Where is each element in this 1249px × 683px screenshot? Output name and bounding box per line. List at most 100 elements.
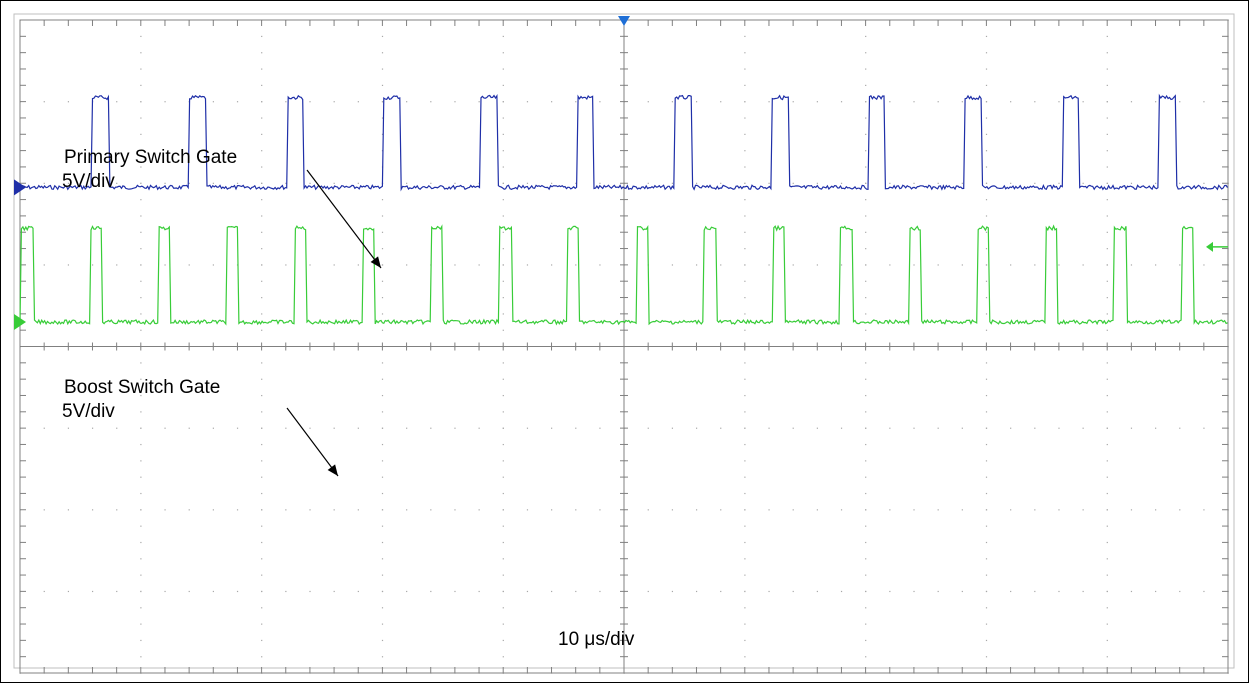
grid-dot xyxy=(720,101,722,103)
channel-marker-boost-switch-gate xyxy=(14,314,26,331)
grid-dot xyxy=(140,394,142,397)
grid-dot xyxy=(1106,541,1108,544)
grid-dot xyxy=(381,411,384,413)
grid-dot xyxy=(1106,525,1108,527)
grid-dot xyxy=(985,280,988,282)
grid-dot xyxy=(164,101,166,103)
grid-dot xyxy=(1179,427,1181,429)
grid-dot xyxy=(116,509,118,511)
grid-dot xyxy=(236,101,239,103)
grid-dot xyxy=(502,248,504,250)
grid-dot xyxy=(502,84,504,86)
grid-dot xyxy=(502,460,504,462)
grid-dot xyxy=(744,199,746,201)
grid-dot xyxy=(1058,182,1060,184)
grid-dot xyxy=(671,427,674,429)
grid-dot xyxy=(865,199,867,201)
grid-dot xyxy=(1106,68,1108,70)
grid-dot xyxy=(502,133,504,135)
grid-dot xyxy=(381,492,384,495)
grid-dot xyxy=(212,509,214,511)
grid-dot xyxy=(381,329,384,331)
grid-dot xyxy=(840,509,843,511)
grid-dot xyxy=(454,101,456,103)
grid-dot xyxy=(285,182,287,184)
grid-dot xyxy=(357,264,359,266)
grid-dot xyxy=(744,607,746,609)
grid-dot xyxy=(1106,362,1108,364)
grid-dot xyxy=(937,509,939,511)
grid-dot xyxy=(502,590,504,593)
grid-dot xyxy=(1130,590,1133,593)
grid-dot xyxy=(1106,133,1108,135)
grid-dot xyxy=(720,264,722,266)
grid-dot xyxy=(671,509,674,511)
grid-dot xyxy=(261,329,263,331)
trigger-level-arrow xyxy=(1206,241,1213,252)
grid-dot xyxy=(1034,590,1036,593)
grid-dot xyxy=(188,590,190,593)
grid-dot xyxy=(140,264,142,266)
grid-dot xyxy=(1106,639,1108,642)
grid-dot xyxy=(1106,248,1108,250)
grid-dot xyxy=(744,182,746,184)
grid-dot xyxy=(865,411,867,413)
grid-dot xyxy=(744,427,746,429)
grid-dot xyxy=(744,590,746,593)
grid-dot xyxy=(1106,607,1108,609)
grid-dot xyxy=(140,656,142,658)
grid-dot xyxy=(454,590,456,593)
grid-dot xyxy=(744,656,746,658)
grid-dot xyxy=(1203,101,1205,103)
grid-dot xyxy=(768,101,770,103)
grid-dot xyxy=(865,574,867,576)
grid-dot xyxy=(671,182,674,184)
grid-dot xyxy=(744,411,746,413)
grid-dot xyxy=(140,68,142,70)
grid-dot xyxy=(140,166,142,168)
grid-dot xyxy=(116,182,118,184)
grid-dot xyxy=(140,460,142,462)
grid-dot xyxy=(406,101,408,103)
grid-dot xyxy=(889,427,891,429)
grid-dot xyxy=(188,182,190,184)
grid-dot xyxy=(792,509,794,511)
grid-dot xyxy=(285,101,287,103)
grid-dot xyxy=(67,427,70,429)
grid-dot xyxy=(526,182,529,184)
grid-dot xyxy=(551,101,553,103)
grid-dot xyxy=(744,313,746,315)
grid-dot xyxy=(502,639,504,642)
grid-dot xyxy=(1082,182,1084,184)
grid-dot xyxy=(744,541,746,544)
grid-dot xyxy=(865,492,867,495)
grid-dot xyxy=(357,101,359,103)
grid-dot xyxy=(599,590,601,593)
grid-dot xyxy=(261,84,263,86)
grid-dot xyxy=(599,182,601,184)
grid-dot xyxy=(261,443,263,446)
grid-dot xyxy=(792,590,794,593)
grid-dot xyxy=(961,182,963,184)
grid-dot xyxy=(1106,313,1108,315)
grid-dot xyxy=(792,182,794,184)
grid-dot xyxy=(212,590,214,593)
grid-dot xyxy=(1203,182,1205,184)
grid-dot xyxy=(188,264,190,266)
grid-dot xyxy=(1130,427,1133,429)
grid-dot xyxy=(67,590,70,593)
grid-dot xyxy=(1034,427,1036,429)
grid-dot xyxy=(1106,460,1108,462)
grid-dot xyxy=(985,427,988,429)
grid-dot xyxy=(381,297,384,299)
grid-dot xyxy=(381,101,384,103)
grid-dot xyxy=(261,623,263,625)
primary-arrow-head xyxy=(370,256,381,268)
grid-dot xyxy=(985,378,988,380)
grid-dot xyxy=(599,101,601,103)
grid-dot xyxy=(309,509,311,511)
grid-dot xyxy=(575,101,577,103)
grid-dot xyxy=(768,427,770,429)
grid-dot xyxy=(961,427,963,429)
grid-dot xyxy=(333,101,335,103)
